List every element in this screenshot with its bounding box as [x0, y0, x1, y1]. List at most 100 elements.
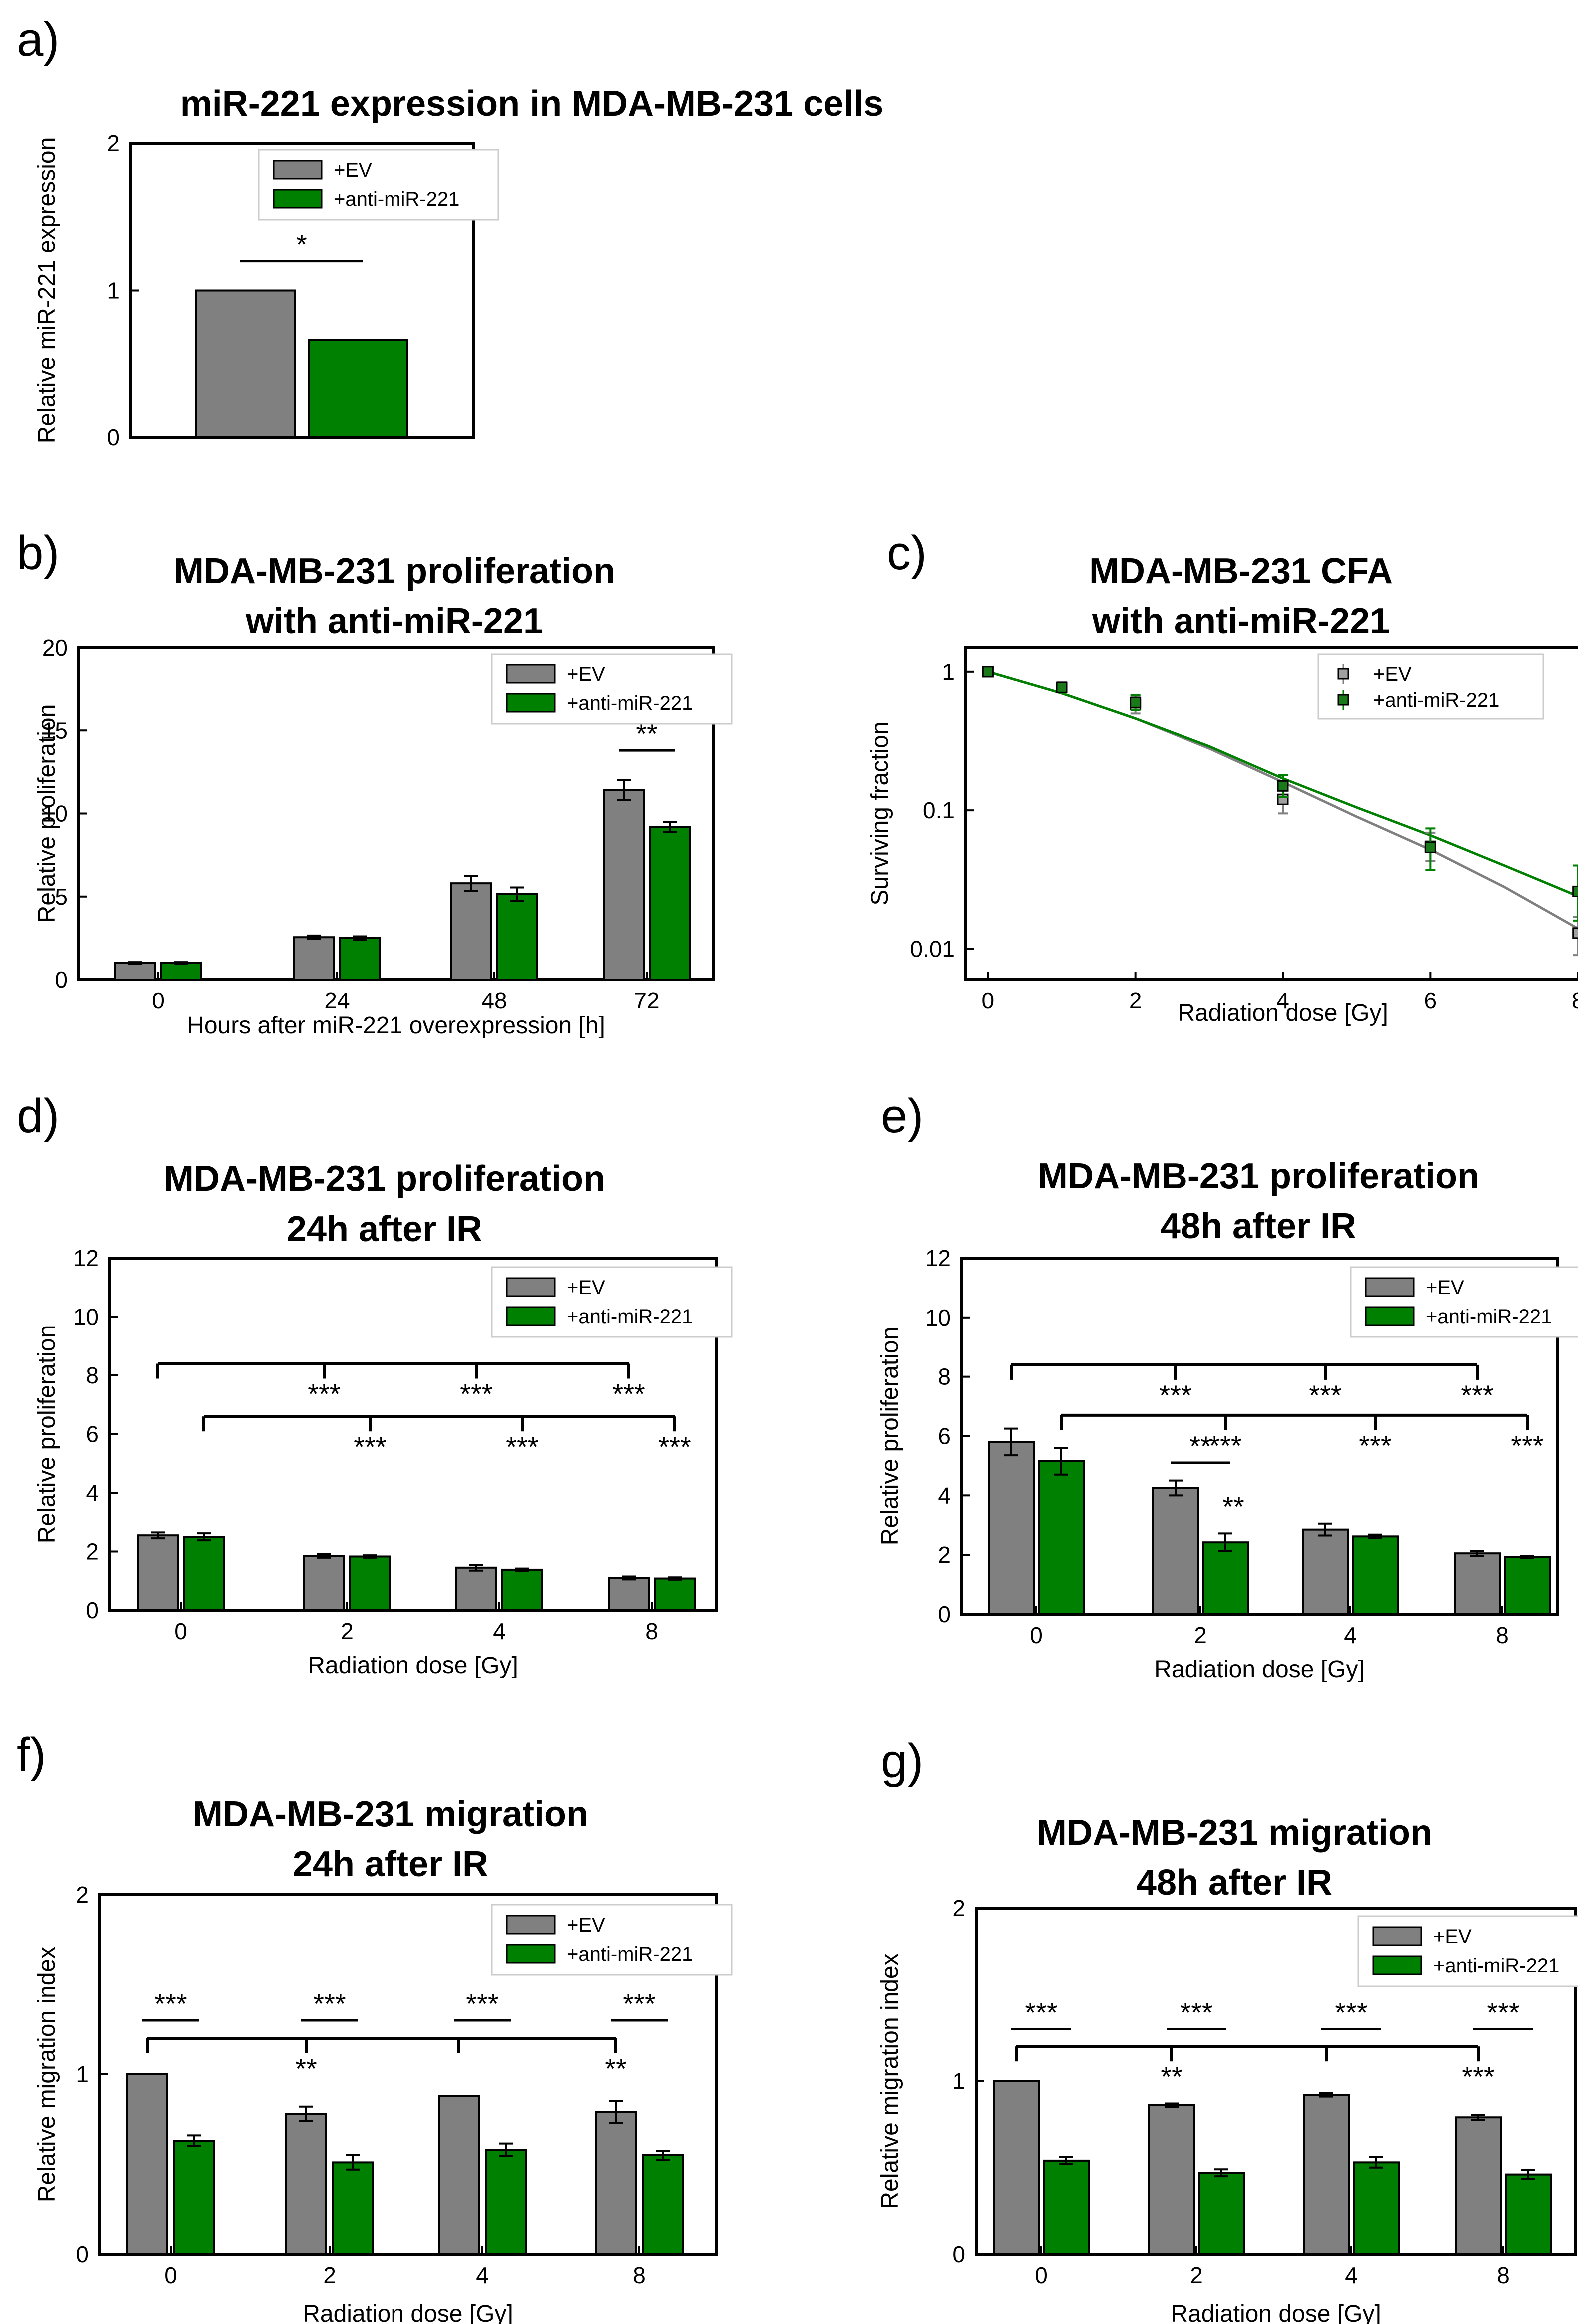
x-axis-label: Radiation dose [Gy]: [1171, 2301, 1381, 2324]
bar: [183, 1536, 225, 1611]
significance-label: ***: [658, 1431, 691, 1462]
panel-label: d): [17, 1089, 59, 1143]
significance-label: ***: [1159, 1379, 1191, 1411]
y-tick-label: 15: [42, 717, 68, 743]
chart-title: with anti-miR-221: [1092, 601, 1390, 641]
significance-label: ***: [1309, 1379, 1341, 1411]
x-tick-label: 4: [493, 1618, 506, 1644]
y-tick-label: 6: [86, 1421, 99, 1447]
significance-label: ***: [506, 1431, 538, 1462]
bar: [642, 2154, 684, 2255]
y-tick-label: 0: [55, 967, 68, 993]
legend-label: +EV: [567, 1914, 605, 1936]
data-point: [1056, 681, 1068, 693]
y-tick-label: 10: [73, 1304, 99, 1330]
chart-title: with anti-miR-221: [245, 601, 543, 641]
bar: [1505, 2173, 1552, 2255]
chart-title: MDA-MB-231 proliferation: [164, 1159, 605, 1199]
x-axis-label: Radiation dose [Gy]: [303, 2301, 513, 2324]
bar: [438, 2095, 480, 2256]
significance-label: ***: [1180, 1997, 1212, 2028]
bar: [485, 2149, 527, 2256]
y-tick-label: 0: [952, 2241, 965, 2267]
bar: [1302, 1528, 1349, 1616]
bar: [332, 2161, 374, 2255]
legend-swatch: [506, 1277, 556, 1297]
y-tick-label: 8: [86, 1362, 99, 1388]
bar: [450, 882, 492, 981]
x-tick-label: 72: [634, 988, 659, 1013]
bar: [349, 1555, 391, 1612]
x-tick-label: 2: [1190, 2262, 1203, 2288]
panel-d: d) MDA-MB-231 proliferation 24h after IR 0 2…: [17, 1089, 733, 1679]
legend-label: +anti-miR-221: [567, 1306, 693, 1328]
legend-marker: [1337, 668, 1349, 680]
y-tick-label: 6: [938, 1423, 951, 1449]
legend-swatch: [506, 1915, 556, 1935]
legend-label: +EV: [334, 159, 372, 181]
legend-marker: [1337, 694, 1349, 706]
y-tick-label: 1: [942, 659, 955, 685]
panel-a: a) miR-221 expression in MDA-MB-231 cells…: [17, 13, 883, 450]
bar: [308, 339, 408, 438]
y-tick-label: 4: [938, 1482, 951, 1508]
legend-swatch: [273, 160, 323, 180]
y-tick-label: 4: [86, 1480, 99, 1506]
significance-label: ***: [1487, 1997, 1519, 2028]
bar: [993, 2080, 1040, 2255]
significance-label: ***: [1209, 1430, 1241, 1461]
y-axis-label: Relative migration index: [34, 1947, 60, 2202]
significance-label: ***: [1025, 1997, 1057, 2028]
y-axis-label: Relative miR-221 expression: [34, 137, 60, 444]
panel-label: e): [881, 1089, 923, 1143]
bar: [303, 1555, 345, 1611]
panel-e: e) MDA-MB-231 proliferation 48h after IR 0 2…: [877, 1089, 1578, 1683]
panel-label: c): [887, 526, 927, 580]
panel-f: f) MDA-MB-231 migration 24h after IR 0 1 2 Rel…: [17, 1728, 733, 2324]
significance-label: **: [1189, 1430, 1211, 1462]
legend-label: +EV: [1373, 664, 1412, 685]
y-tick-label: 0.01: [910, 936, 955, 962]
data-point: [1130, 696, 1142, 708]
bar: [496, 893, 538, 981]
legend-label: +EV: [1426, 1277, 1464, 1299]
significance-label: ***: [154, 1988, 187, 2019]
significance-label: ***: [313, 1988, 346, 2019]
y-tick-label: 5: [55, 884, 68, 910]
bar: [455, 1566, 497, 1611]
x-axis-label: Radiation dose [Gy]: [308, 1653, 518, 1679]
chart-title: MDA-MB-231 migration: [1037, 1813, 1432, 1853]
significance-label: **: [605, 2053, 627, 2084]
significance-label: ***: [1335, 1997, 1367, 2028]
significance-label: **: [1161, 2061, 1183, 2092]
legend-label: +EV: [1433, 1926, 1472, 1948]
x-tick-label: 0: [164, 2262, 177, 2288]
chart-title: miR-221 expression in MDA-MB-231 cells: [180, 84, 883, 124]
x-tick-label: 0: [1030, 1622, 1043, 1648]
x-axis-label: Radiation dose [Gy]: [1178, 1000, 1388, 1026]
bar: [1038, 1460, 1085, 1615]
panel-label: b): [17, 526, 59, 580]
panel-label: g): [881, 1734, 923, 1788]
bar: [160, 962, 202, 981]
x-axis-label: Radiation dose [Gy]: [1154, 1657, 1365, 1683]
x-tick-label: 8: [1496, 1622, 1509, 1648]
significance-label: ***: [1462, 2061, 1494, 2092]
bar: [1352, 1535, 1399, 1616]
bar: [173, 2140, 215, 2256]
bar: [1202, 1541, 1249, 1615]
x-tick-label: 0: [174, 1618, 187, 1644]
y-tick-label: 0: [86, 1597, 99, 1623]
legend-swatch: [1372, 1926, 1422, 1946]
legend-label: +anti-miR-221: [567, 692, 693, 714]
x-tick-label: 24: [324, 988, 350, 1013]
x-tick-label: 4: [1345, 2262, 1358, 2288]
panel-g: g) MDA-MB-231 migration 48h after IR 0 1 2 Rel…: [877, 1734, 1578, 2324]
bar: [1043, 2159, 1090, 2256]
significance-label: ***: [1511, 1430, 1543, 1461]
significance-label: **: [1222, 1491, 1244, 1522]
bar: [1198, 2172, 1245, 2256]
bar: [114, 962, 156, 981]
y-tick-label: 0: [107, 424, 120, 450]
